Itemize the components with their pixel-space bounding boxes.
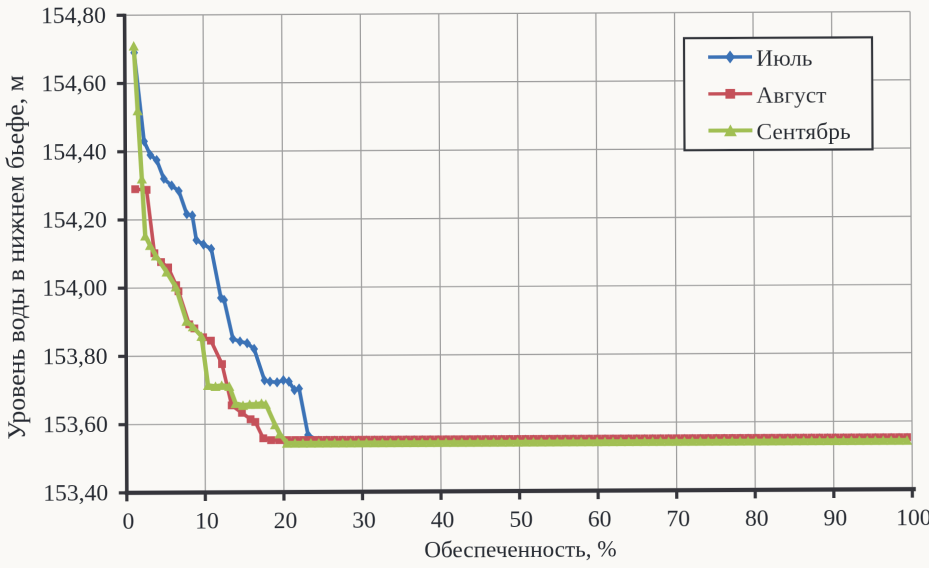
svg-text:153,40: 153,40: [43, 480, 108, 506]
svg-text:154,00: 154,00: [42, 276, 107, 302]
svg-text:Обеспеченность, %: Обеспеченность, %: [424, 537, 616, 563]
svg-text:10: 10: [195, 508, 219, 534]
svg-text:Сентябрь: Сентябрь: [756, 119, 850, 145]
svg-text:20: 20: [274, 508, 298, 534]
svg-text:40: 40: [431, 507, 455, 533]
svg-text:Уровень воды в нижнем бьефе, м: Уровень воды в нижнем бьефе, м: [0, 75, 31, 440]
svg-text:Июль: Июль: [756, 46, 813, 72]
svg-text:80: 80: [745, 506, 769, 532]
svg-text:100: 100: [896, 505, 929, 531]
svg-text:0: 0: [122, 509, 134, 535]
svg-text:154,20: 154,20: [42, 207, 107, 233]
svg-text:154,40: 154,40: [42, 139, 107, 165]
svg-text:60: 60: [588, 507, 612, 533]
svg-text:90: 90: [824, 505, 848, 531]
svg-text:Август: Август: [756, 82, 826, 108]
svg-text:153,60: 153,60: [43, 412, 108, 438]
svg-text:154,80: 154,80: [41, 3, 106, 29]
svg-text:50: 50: [509, 507, 533, 533]
svg-text:70: 70: [666, 506, 690, 532]
svg-text:154,60: 154,60: [41, 71, 106, 97]
svg-text:153,80: 153,80: [43, 344, 108, 370]
svg-text:30: 30: [352, 508, 376, 534]
